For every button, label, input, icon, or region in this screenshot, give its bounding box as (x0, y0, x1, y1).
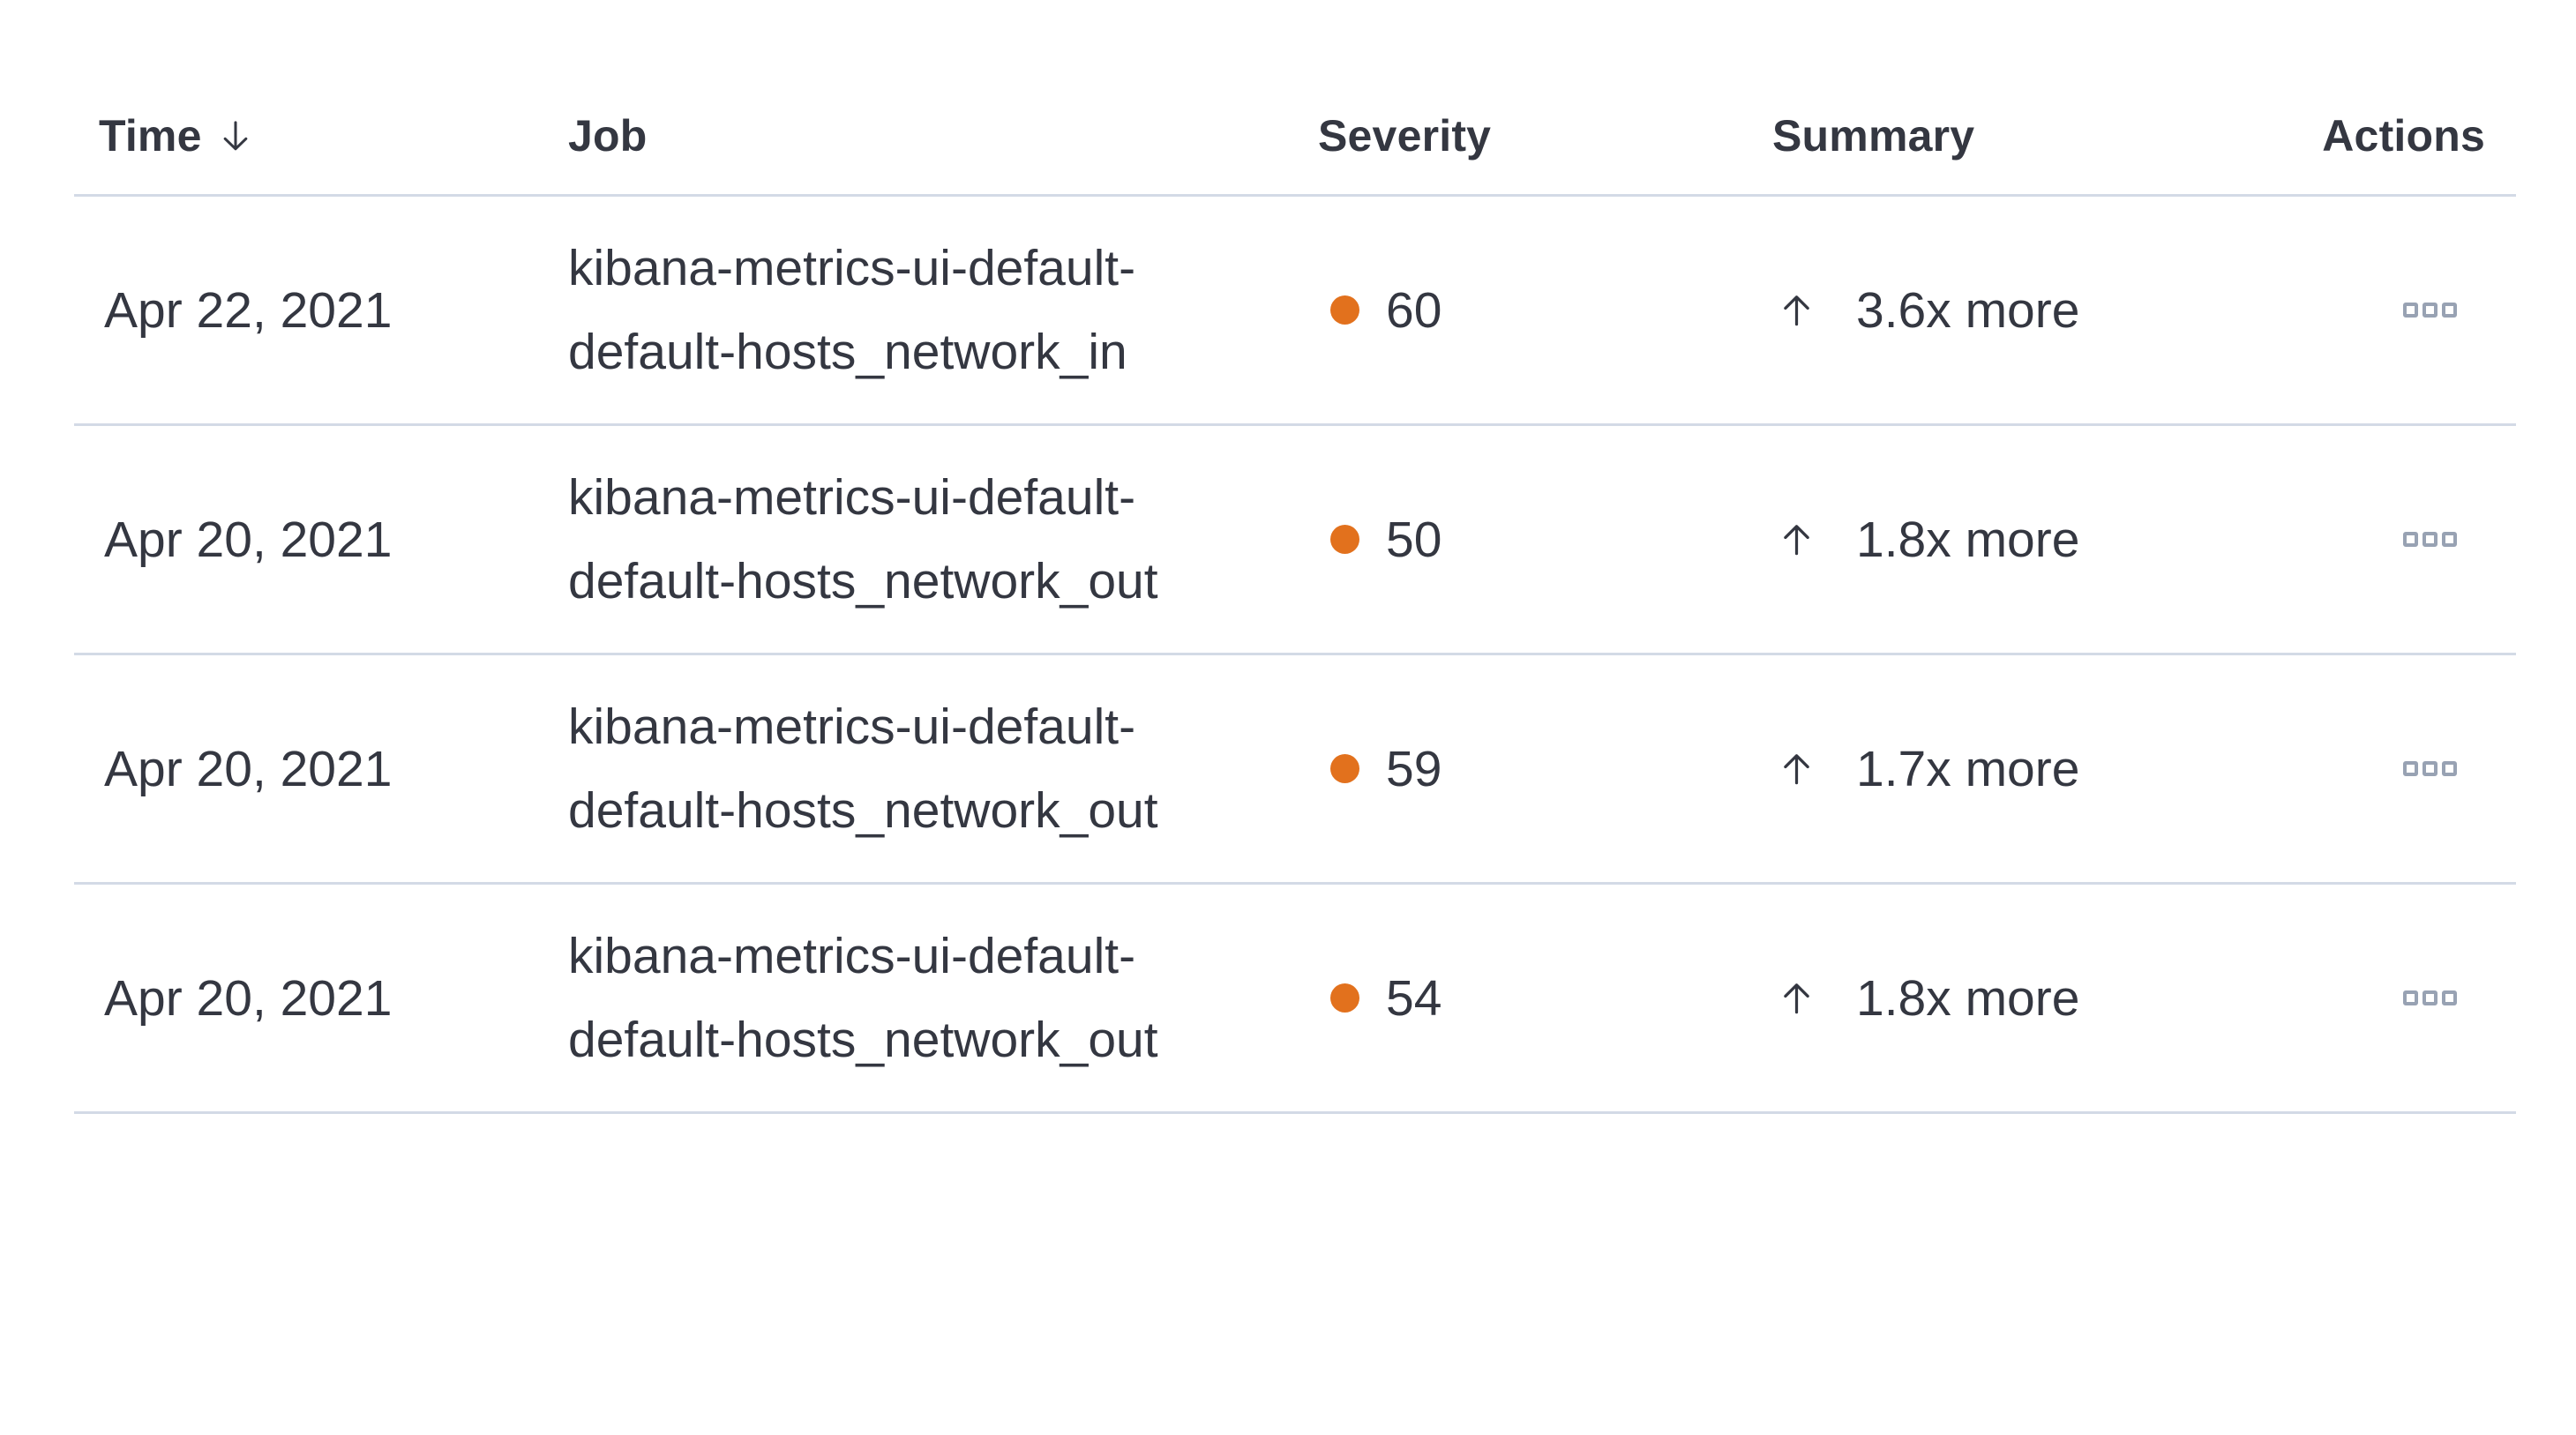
summary-cell: 1.8x more (1772, 969, 2322, 1028)
actions-cell (2322, 532, 2516, 547)
severity-dot (1330, 525, 1359, 554)
actions-cell (2322, 990, 2516, 1005)
table-header-row: Time Job Severity Summary Actions (74, 78, 2516, 197)
actions-button[interactable] (2403, 303, 2457, 318)
actions-button[interactable] (2403, 532, 2457, 547)
severity-dot (1330, 983, 1359, 1013)
time-cell: Apr 20, 2021 (104, 511, 393, 568)
boxes-horizontal-icon (2403, 532, 2457, 547)
up-arrow-icon (1776, 977, 1817, 1019)
time-cell: Apr 22, 2021 (104, 281, 393, 339)
summary-cell: 1.8x more (1772, 511, 2322, 569)
up-arrow-icon (1776, 519, 1817, 560)
boxes-horizontal-icon (2403, 990, 2457, 1005)
column-header-summary: Summary (1772, 110, 2322, 161)
severity-value: 60 (1386, 281, 1442, 339)
severity-value: 59 (1386, 740, 1442, 797)
column-header-time-label: Time (99, 111, 202, 161)
severity-value: 50 (1386, 511, 1442, 568)
column-header-job-label: Job (568, 111, 648, 161)
actions-cell (2322, 303, 2516, 318)
table-row: Apr 22, 2021 kibana-metrics-ui-default-d… (74, 197, 2516, 426)
severity-cell: 59 (1318, 740, 1772, 798)
column-header-job: Job (568, 110, 1318, 161)
up-arrow-icon (1776, 748, 1817, 789)
job-cell: kibana-metrics-ui-default-default-hosts_… (568, 927, 1158, 1068)
table-row: Apr 20, 2021 kibana-metrics-ui-default-d… (74, 885, 2516, 1114)
column-header-severity: Severity (1318, 110, 1772, 161)
time-cell: Apr 20, 2021 (104, 740, 393, 797)
severity-cell: 54 (1318, 969, 1772, 1028)
table-row: Apr 20, 2021 kibana-metrics-ui-default-d… (74, 426, 2516, 655)
severity-dot (1330, 295, 1359, 325)
anomalies-table: Time Job Severity Summary Actions (74, 78, 2516, 1114)
boxes-horizontal-icon (2403, 761, 2457, 776)
summary-text: 3.6x more (1856, 281, 2080, 339)
column-header-summary-label: Summary (1772, 111, 1975, 161)
summary-cell: 3.6x more (1772, 281, 2322, 340)
severity-cell: 60 (1318, 281, 1772, 340)
severity-cell: 50 (1318, 511, 1772, 569)
column-header-actions: Actions (2322, 110, 2516, 161)
summary-text: 1.8x more (1856, 969, 2080, 1027)
column-header-severity-label: Severity (1318, 111, 1492, 161)
severity-value: 54 (1386, 969, 1442, 1027)
actions-button[interactable] (2403, 990, 2457, 1005)
column-header-time[interactable]: Time (74, 110, 568, 161)
up-arrow-icon (1776, 289, 1817, 331)
job-cell: kibana-metrics-ui-default-default-hosts_… (568, 698, 1158, 839)
job-cell: kibana-metrics-ui-default-default-hosts_… (568, 239, 1136, 380)
column-header-actions-label: Actions (2322, 111, 2485, 161)
job-cell: kibana-metrics-ui-default-default-hosts_… (568, 468, 1158, 609)
actions-cell (2322, 761, 2516, 776)
table-row: Apr 20, 2021 kibana-metrics-ui-default-d… (74, 655, 2516, 885)
summary-text: 1.7x more (1856, 740, 2080, 797)
sort-down-icon (216, 116, 255, 155)
summary-cell: 1.7x more (1772, 740, 2322, 798)
summary-text: 1.8x more (1856, 511, 2080, 568)
boxes-horizontal-icon (2403, 303, 2457, 318)
actions-button[interactable] (2403, 761, 2457, 776)
time-cell: Apr 20, 2021 (104, 969, 393, 1027)
severity-dot (1330, 754, 1359, 783)
